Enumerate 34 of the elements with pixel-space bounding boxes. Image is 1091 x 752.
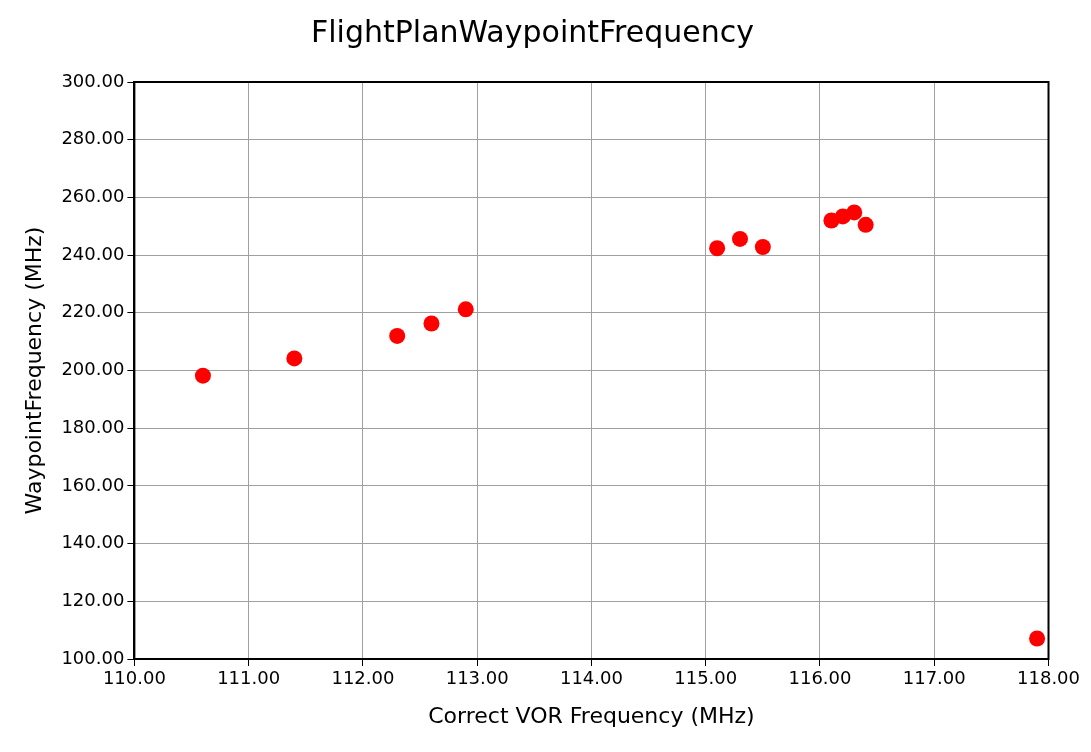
y-tick-label: 240.00: [61, 242, 125, 264]
point: [423, 315, 440, 332]
point: [857, 216, 874, 233]
y-tick-label: 260.00: [61, 185, 125, 207]
y-tick-label: 300.00: [61, 69, 125, 91]
x-tick-label: 110.00: [102, 667, 166, 689]
x-tick-label: 114.00: [559, 667, 623, 689]
x-tick-label: 112.00: [331, 667, 395, 689]
point: [731, 230, 748, 247]
y-tick-label: 160.00: [61, 473, 125, 495]
x-tick-label: 117.00: [902, 667, 966, 689]
chart-title: FlightPlanWaypointFrequency: [311, 13, 754, 49]
point: [709, 240, 726, 257]
point: [286, 350, 303, 367]
point: [389, 327, 406, 344]
y-tick-label: 220.00: [61, 300, 125, 322]
y-tick-label: 200.00: [61, 358, 125, 380]
y-axis-title: WaypointFrequency (MHz): [20, 226, 46, 515]
x-tick-label: 118.00: [1017, 667, 1080, 689]
point: [846, 204, 863, 221]
y-tick-label: 280.00: [61, 127, 125, 149]
x-tick-label: 111.00: [217, 667, 281, 689]
point: [194, 367, 211, 384]
x-axis-title: Correct VOR Frequency (MHz): [428, 702, 755, 728]
point: [754, 239, 771, 256]
y-tick-label: 120.00: [61, 588, 125, 610]
y-tick-label: 140.00: [61, 531, 125, 553]
x-tick-label: 116.00: [788, 667, 852, 689]
x-tick-label: 115.00: [674, 667, 738, 689]
point: [1029, 630, 1046, 647]
point: [457, 301, 474, 318]
y-tick-label: 100.00: [61, 646, 125, 668]
y-tick-label: 180.00: [61, 415, 125, 437]
x-tick-label: 113.00: [445, 667, 509, 689]
